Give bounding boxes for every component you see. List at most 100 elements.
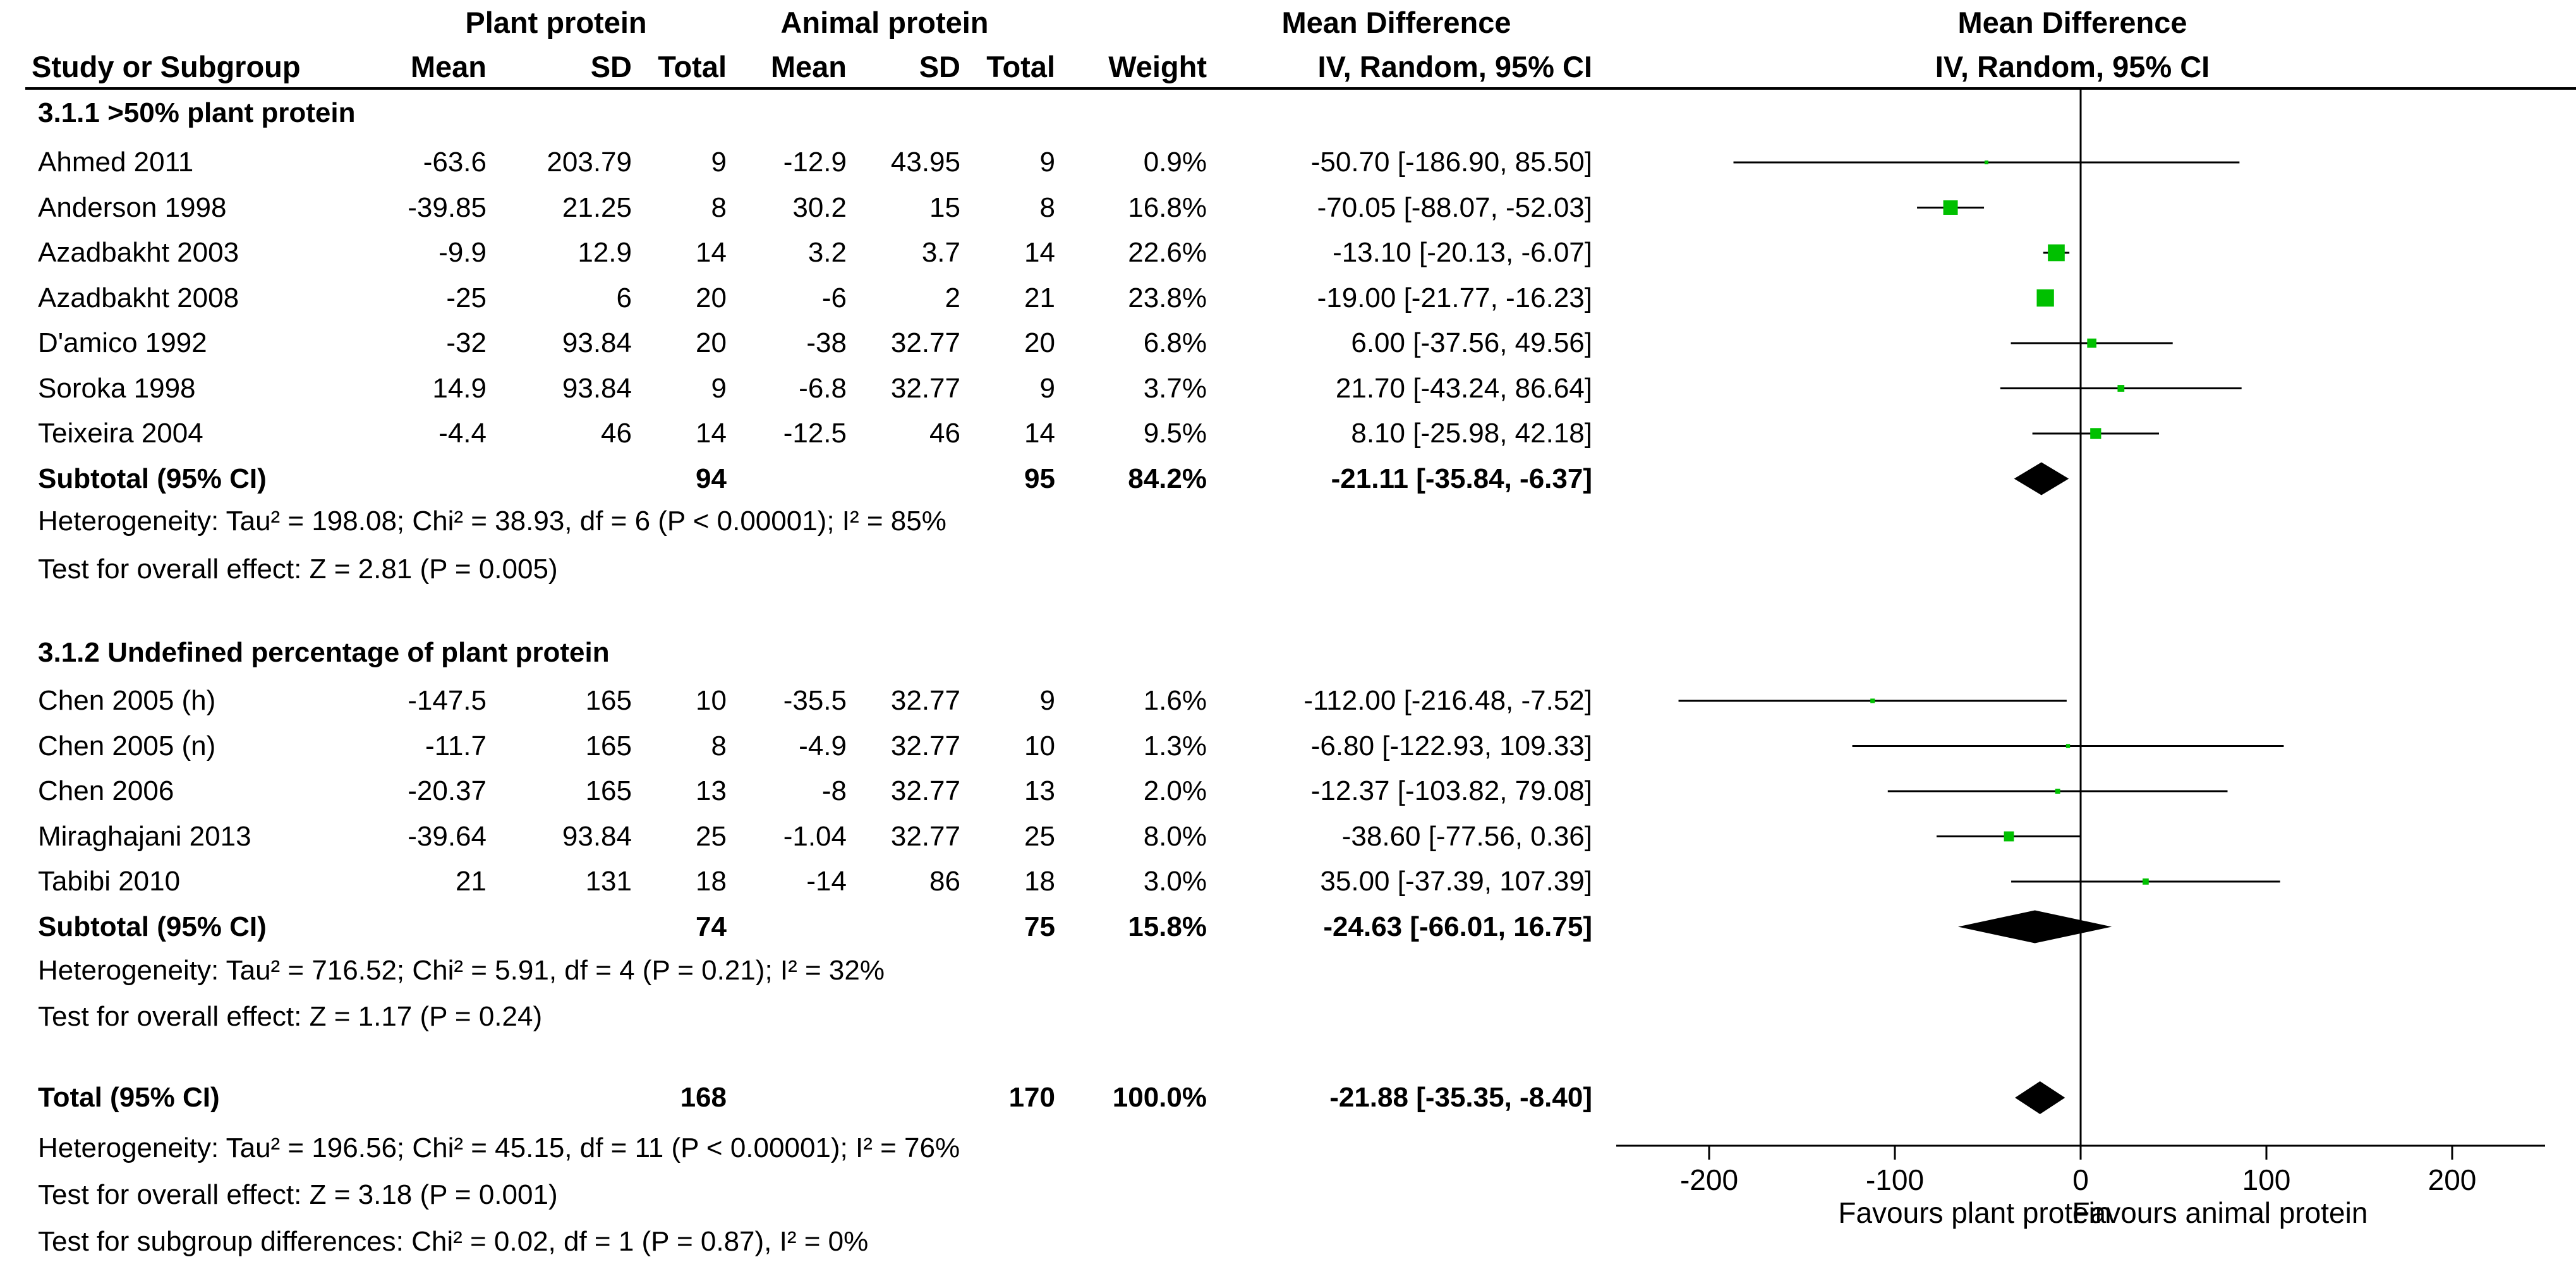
cell-weight: 9.5% <box>1143 418 1207 449</box>
cell-weight: 16.8% <box>1128 191 1207 223</box>
cell-am: 3.2 <box>807 237 847 268</box>
cell-pn: 18 <box>696 866 727 897</box>
cell-ci: 8.10 [-25.98, 42.18] <box>1351 418 1592 449</box>
cell-weight: 0.9% <box>1143 147 1207 178</box>
cell-psd: 93.84 <box>562 820 632 852</box>
cell-pn: 20 <box>696 282 727 313</box>
cell-ci: 21.70 [-43.24, 86.64] <box>1335 372 1592 404</box>
pooled-diamond <box>1957 910 2112 943</box>
cell-psd: 93.84 <box>562 327 632 358</box>
subtotal-label: Total (95% CI) <box>38 1082 220 1113</box>
x-tick-label: -200 <box>1680 1163 1738 1196</box>
cell-pn: 9 <box>711 372 727 404</box>
cell-ci: -12.37 [-103.82, 79.08] <box>1310 775 1592 806</box>
effect-marker <box>2055 789 2060 794</box>
cell-asd: 32.77 <box>890 775 960 806</box>
cell-am: -4.9 <box>799 730 847 761</box>
heterogeneity-text: Heterogeneity: Tau² = 198.08; Chi² = 38.… <box>38 506 946 537</box>
cell-study: Chen 2005 (h) <box>38 685 216 716</box>
cell-pm: -147.5 <box>408 685 487 716</box>
cell-asd: 46 <box>929 418 960 449</box>
cell-an: 18 <box>1024 866 1055 897</box>
header-study: Study or Subgroup <box>32 50 301 83</box>
plot-subtitle: IV, Random, 95% CI <box>1935 50 2210 83</box>
cell-study: Chen 2005 (n) <box>38 730 216 761</box>
cell-study: Teixeira 2004 <box>38 418 203 449</box>
subtotal-label: Subtotal (95% CI) <box>38 911 267 942</box>
cell-pm: 21 <box>456 866 487 897</box>
header-plant-mean: Mean <box>410 50 487 83</box>
cell-study: Miraghajani 2013 <box>38 820 251 852</box>
cell-psd: 165 <box>585 775 632 806</box>
header-md-method: IV, Random, 95% CI <box>1317 50 1592 83</box>
subgroup-title: 3.1.2 Undefined percentage of plant prot… <box>38 637 610 668</box>
x-tick-label: 100 <box>2242 1163 2291 1196</box>
cell-asd: 2 <box>945 282 960 313</box>
cell-psd: 165 <box>585 730 632 761</box>
cell-study: Chen 2006 <box>38 775 174 806</box>
cell-pm: -9.9 <box>438 237 487 268</box>
cell-ci: -112.00 [-216.48, -7.52] <box>1303 685 1592 716</box>
x-tick-label: -100 <box>1866 1163 1924 1196</box>
x-label-left: Favours plant protein <box>1838 1196 2111 1229</box>
cell-asd: 32.77 <box>890 372 960 404</box>
cell-weight: 1.6% <box>1143 685 1207 716</box>
cell-ci: -6.80 [-122.93, 109.33] <box>1310 730 1592 761</box>
cell-ci: -19.00 [-21.77, -16.23] <box>1317 282 1592 313</box>
pooled-diamond <box>2014 462 2069 495</box>
subtotal-plant-total: 94 <box>696 463 727 494</box>
plot-title: Mean Difference <box>1957 6 2187 39</box>
header-weight: Weight <box>1108 50 1207 83</box>
cell-an: 14 <box>1024 418 1055 449</box>
subtotal-weight: 100.0% <box>1112 1082 1207 1113</box>
subtotal-label: Subtotal (95% CI) <box>38 463 267 494</box>
cell-ci: -13.10 [-20.13, -6.07] <box>1333 237 1592 268</box>
effect-marker <box>2048 244 2065 262</box>
cell-pm: -25 <box>446 282 487 313</box>
cell-psd: 93.84 <box>562 372 632 404</box>
cell-asd: 32.77 <box>890 327 960 358</box>
cell-pm: -11.7 <box>425 730 487 761</box>
subtotal-ci: -21.11 [-35.84, -6.37] <box>1331 463 1592 494</box>
cell-am: -14 <box>806 866 847 897</box>
cell-study: Anderson 1998 <box>38 191 227 223</box>
effect-marker <box>1943 200 1958 215</box>
cell-ci: -50.70 [-186.90, 85.50] <box>1310 147 1592 178</box>
cell-psd: 21.25 <box>562 191 632 223</box>
cell-psd: 165 <box>585 685 632 716</box>
subgroup-title: 3.1.1 >50% plant protein <box>38 97 356 128</box>
cell-am: -8 <box>821 775 847 806</box>
cell-an: 25 <box>1024 820 1055 852</box>
cell-pn: 14 <box>696 237 727 268</box>
overall-effect-text: Test for overall effect: Z = 2.81 (P = 0… <box>38 554 558 585</box>
cell-pn: 10 <box>696 685 727 716</box>
cell-asd: 3.7 <box>921 237 960 268</box>
cell-weight: 6.8% <box>1143 327 1207 358</box>
heterogeneity-text: Heterogeneity: Tau² = 196.56; Chi² = 45.… <box>38 1132 960 1163</box>
cell-pm: -39.85 <box>408 191 487 223</box>
cell-weight: 1.3% <box>1143 730 1207 761</box>
cell-study: Azadbakht 2003 <box>38 237 239 268</box>
x-tick-label: 0 <box>2072 1163 2089 1196</box>
cell-weight: 8.0% <box>1143 820 1207 852</box>
cell-asd: 32.77 <box>890 685 960 716</box>
cell-an: 9 <box>1039 147 1055 178</box>
cell-pn: 8 <box>711 730 727 761</box>
cell-pm: -20.37 <box>408 775 487 806</box>
cell-am: -6.8 <box>799 372 847 404</box>
header-plant-protein: Plant protein <box>465 6 647 39</box>
subtotal-animal-total: 170 <box>1008 1082 1055 1113</box>
x-label-right: Favours animal protein <box>2072 1196 2368 1229</box>
cell-weight: 3.7% <box>1143 372 1207 404</box>
cell-asd: 32.77 <box>890 820 960 852</box>
overall-effect-text: Test for overall effect: Z = 3.18 (P = 0… <box>38 1179 558 1210</box>
cell-ci: -38.60 [-77.56, 0.36] <box>1341 820 1592 852</box>
cell-pm: -32 <box>446 327 487 358</box>
x-tick-label: 200 <box>2428 1163 2477 1196</box>
header-plant-sd: SD <box>590 50 632 83</box>
header-animal-protein: Animal protein <box>780 6 989 39</box>
cell-an: 9 <box>1039 685 1055 716</box>
heterogeneity-text: Heterogeneity: Tau² = 716.52; Chi² = 5.9… <box>38 955 885 986</box>
subtotal-ci: -21.88 [-35.35, -8.40] <box>1329 1082 1592 1113</box>
